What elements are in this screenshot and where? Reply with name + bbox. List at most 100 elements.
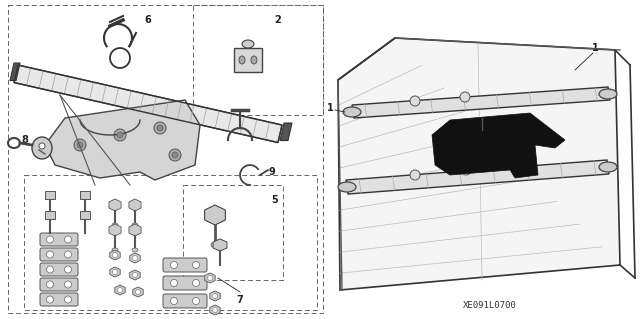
Text: 8: 8 bbox=[22, 135, 28, 145]
Ellipse shape bbox=[239, 56, 245, 64]
Circle shape bbox=[212, 308, 218, 313]
Polygon shape bbox=[80, 211, 90, 219]
FancyBboxPatch shape bbox=[40, 293, 78, 306]
Polygon shape bbox=[110, 267, 120, 277]
Polygon shape bbox=[280, 123, 292, 141]
Polygon shape bbox=[129, 224, 141, 236]
Polygon shape bbox=[45, 191, 55, 198]
Polygon shape bbox=[432, 113, 565, 178]
Ellipse shape bbox=[251, 56, 257, 64]
Circle shape bbox=[65, 251, 72, 258]
Polygon shape bbox=[205, 205, 225, 225]
Text: 1: 1 bbox=[326, 103, 333, 113]
Circle shape bbox=[114, 129, 126, 141]
Text: 2: 2 bbox=[275, 15, 282, 25]
Ellipse shape bbox=[39, 143, 45, 149]
Circle shape bbox=[170, 279, 177, 286]
Text: 9: 9 bbox=[269, 167, 275, 177]
Circle shape bbox=[113, 253, 118, 257]
Circle shape bbox=[118, 287, 122, 293]
Polygon shape bbox=[205, 273, 215, 283]
Ellipse shape bbox=[112, 223, 118, 227]
Circle shape bbox=[65, 296, 72, 303]
Bar bbox=[8, 5, 323, 313]
Circle shape bbox=[170, 298, 177, 305]
Polygon shape bbox=[109, 224, 121, 236]
Polygon shape bbox=[110, 250, 120, 260]
Text: 1: 1 bbox=[591, 43, 598, 53]
Circle shape bbox=[169, 149, 181, 161]
Circle shape bbox=[410, 96, 420, 106]
Circle shape bbox=[207, 276, 212, 280]
Polygon shape bbox=[213, 239, 227, 251]
FancyBboxPatch shape bbox=[40, 278, 78, 291]
FancyBboxPatch shape bbox=[163, 294, 207, 308]
Ellipse shape bbox=[343, 107, 361, 117]
Circle shape bbox=[154, 122, 166, 134]
Circle shape bbox=[212, 293, 218, 299]
Text: 6: 6 bbox=[145, 15, 152, 25]
Text: XE091L0700: XE091L0700 bbox=[463, 300, 517, 309]
Text: 7: 7 bbox=[237, 295, 243, 305]
Polygon shape bbox=[129, 199, 141, 211]
Circle shape bbox=[132, 272, 138, 278]
Ellipse shape bbox=[599, 162, 617, 172]
Circle shape bbox=[47, 281, 54, 288]
Circle shape bbox=[136, 290, 141, 294]
Circle shape bbox=[47, 251, 54, 258]
Polygon shape bbox=[130, 270, 140, 280]
Circle shape bbox=[410, 170, 420, 180]
Circle shape bbox=[461, 165, 471, 175]
FancyBboxPatch shape bbox=[40, 233, 78, 246]
Polygon shape bbox=[338, 38, 620, 290]
FancyBboxPatch shape bbox=[40, 248, 78, 261]
Circle shape bbox=[77, 142, 83, 148]
Circle shape bbox=[74, 139, 86, 151]
Polygon shape bbox=[133, 287, 143, 297]
Polygon shape bbox=[14, 65, 282, 143]
Ellipse shape bbox=[338, 182, 356, 192]
Ellipse shape bbox=[32, 137, 52, 159]
Polygon shape bbox=[210, 305, 220, 315]
Circle shape bbox=[65, 266, 72, 273]
Polygon shape bbox=[45, 211, 55, 219]
Ellipse shape bbox=[599, 89, 617, 99]
Polygon shape bbox=[45, 100, 200, 180]
Circle shape bbox=[157, 125, 163, 131]
Polygon shape bbox=[130, 253, 140, 263]
Circle shape bbox=[172, 152, 178, 158]
Circle shape bbox=[193, 262, 200, 269]
Polygon shape bbox=[80, 191, 90, 198]
FancyBboxPatch shape bbox=[163, 258, 207, 272]
Polygon shape bbox=[210, 291, 220, 301]
Circle shape bbox=[113, 270, 118, 275]
Circle shape bbox=[65, 236, 72, 243]
Polygon shape bbox=[346, 160, 609, 194]
Bar bbox=[183, 185, 283, 280]
Circle shape bbox=[117, 132, 123, 138]
FancyBboxPatch shape bbox=[40, 263, 78, 276]
Circle shape bbox=[47, 236, 54, 243]
Circle shape bbox=[47, 296, 54, 303]
Circle shape bbox=[170, 262, 177, 269]
Text: 5: 5 bbox=[271, 195, 278, 205]
Ellipse shape bbox=[211, 242, 219, 248]
Ellipse shape bbox=[132, 248, 138, 252]
Ellipse shape bbox=[242, 40, 254, 48]
Circle shape bbox=[193, 298, 200, 305]
Circle shape bbox=[460, 92, 470, 102]
Circle shape bbox=[193, 279, 200, 286]
Ellipse shape bbox=[132, 223, 138, 227]
Text: 4: 4 bbox=[269, 123, 275, 133]
Ellipse shape bbox=[112, 248, 118, 252]
Polygon shape bbox=[234, 48, 262, 72]
Text: 3: 3 bbox=[134, 113, 141, 123]
Bar bbox=[193, 5, 323, 115]
Circle shape bbox=[132, 256, 138, 261]
Polygon shape bbox=[10, 63, 20, 81]
FancyBboxPatch shape bbox=[163, 276, 207, 290]
Polygon shape bbox=[352, 87, 610, 118]
Circle shape bbox=[47, 266, 54, 273]
Polygon shape bbox=[115, 285, 125, 295]
Circle shape bbox=[65, 281, 72, 288]
